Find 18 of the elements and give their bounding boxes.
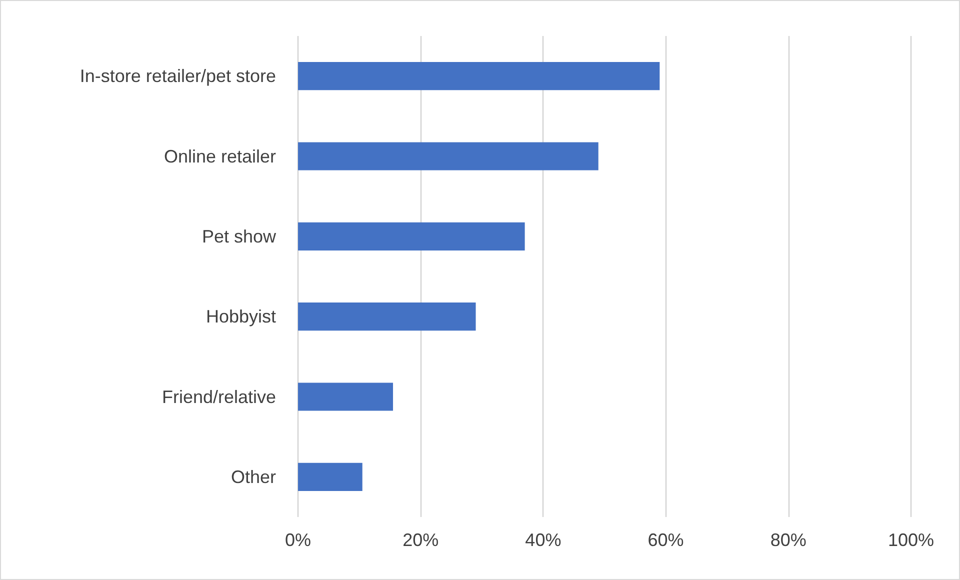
- bar: [298, 142, 598, 170]
- x-tick-label: 60%: [648, 530, 684, 550]
- x-tick-label: 100%: [888, 530, 934, 550]
- bar: [298, 222, 525, 250]
- x-tick-label: 80%: [770, 530, 806, 550]
- bar: [298, 302, 476, 331]
- bar: [298, 62, 660, 90]
- bar: [298, 382, 394, 411]
- x-tick-label: 20%: [402, 530, 439, 550]
- x-tick-label: 0%: [284, 530, 312, 550]
- x-tick-label: 40%: [525, 530, 562, 550]
- y-tick-label: Other: [230, 466, 276, 487]
- y-tick-label: Friend/relative: [162, 386, 276, 407]
- y-tick-label: Pet show: [202, 226, 277, 246]
- bar: [298, 462, 362, 491]
- y-tick-label: Online retailer: [164, 146, 276, 166]
- y-tick-label: In-store retailer/pet store: [80, 66, 276, 86]
- y-tick-label: Hobbyist: [206, 306, 276, 327]
